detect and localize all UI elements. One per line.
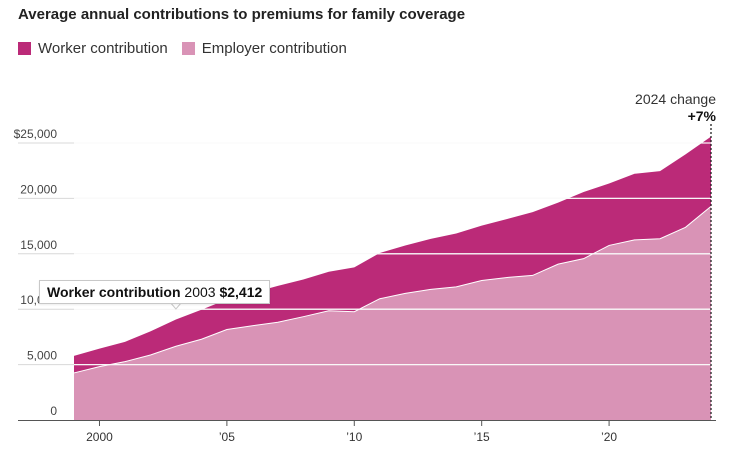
legend-label-employer: Employer contribution [201, 40, 347, 57]
x-tick-label: ’10 [346, 430, 362, 444]
y-tick-label: 0 [50, 404, 57, 418]
tooltip-value: $2,412 [219, 284, 263, 300]
x-tick-label: ’05 [219, 430, 235, 444]
legend-item-worker: Worker contribution [18, 40, 168, 57]
y-tick-label: 20,000 [20, 182, 57, 196]
tooltip-year: 2003 [184, 284, 216, 300]
annotation-value: +7% [688, 108, 717, 124]
y-tick-label: 15,000 [20, 238, 57, 252]
x-tick-label: ’20 [601, 430, 617, 444]
annotation-label: 2024 change [635, 91, 716, 107]
employer-area-edge [73, 206, 712, 374]
chart-title: Average annual contributions to premiums… [18, 6, 466, 23]
legend-swatch-employer [181, 42, 195, 55]
x-tick-label: ’15 [474, 430, 490, 444]
legend: Worker contribution Employer contributio… [18, 40, 347, 57]
tooltip: Worker contribution 2003 $2,412 [39, 280, 271, 304]
legend-label-worker: Worker contribution [38, 40, 168, 57]
legend-swatch-worker [18, 42, 31, 55]
y-tick-label: 5,000 [27, 349, 57, 363]
x-tick-label: 2000 [86, 430, 113, 444]
worker-contribution-area [74, 136, 711, 373]
y-tick-label: $25,000 [14, 127, 58, 141]
tooltip-series: Worker contribution [47, 284, 181, 300]
legend-item-employer: Employer contribution [181, 40, 347, 57]
employer-contribution-area [74, 206, 711, 420]
